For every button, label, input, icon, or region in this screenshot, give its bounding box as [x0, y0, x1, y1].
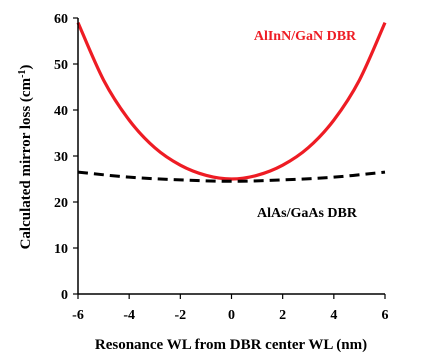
series-label-alinn-gan: AlInN/GaN DBR	[254, 29, 357, 44]
y-tick-label: 50	[54, 58, 68, 73]
axes	[77, 18, 385, 295]
y-axis-ticks: 0 10 20 30 40 50 60	[54, 12, 78, 303]
y-tick-label: 60	[54, 12, 68, 27]
y-tick-label: 40	[54, 104, 68, 119]
x-axis-ticks: -6 -4 -2 0 2 4 6	[72, 294, 389, 323]
x-tick-label: -4	[123, 308, 135, 323]
x-tick-label: 6	[382, 308, 389, 323]
x-axis-title: Resonance WL from DBR center WL (nm)	[95, 337, 367, 353]
series-lines	[76, 21, 387, 183]
y-tick-label: 30	[54, 150, 68, 165]
x-tick-label: 2	[279, 308, 286, 323]
y-tick-label: 10	[54, 242, 68, 257]
x-tick-label: 4	[330, 308, 337, 323]
x-tick-label: 0	[228, 308, 235, 323]
series-label-alas-gaas: AlAs/GaAs DBR	[257, 206, 358, 221]
x-tick-label: -2	[174, 308, 186, 323]
series-line-alas-gaas	[77, 170, 386, 183]
x-tick-label: -6	[72, 308, 84, 323]
y-tick-label: 0	[61, 288, 68, 303]
y-tick-label: 20	[54, 196, 68, 211]
y-axis-title-main: Calculated mirror loss (cm	[18, 77, 34, 249]
y-axis-title-sup: -1	[17, 70, 28, 78]
y-axis-title-end: )	[18, 65, 34, 70]
series-line-alinn-gan	[76, 21, 387, 181]
y-axis-title: Calculated mirror loss (cm-1)	[17, 65, 34, 250]
